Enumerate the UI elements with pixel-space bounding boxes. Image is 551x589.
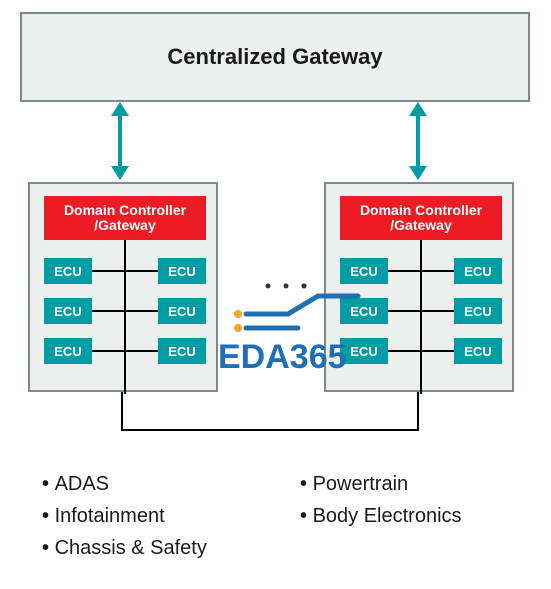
ecu-block: ECU <box>44 298 92 324</box>
ecu-block: ECU <box>454 258 502 284</box>
ecu-block: ECU <box>44 258 92 284</box>
centralized-gateway-box: Centralized Gateway <box>20 12 530 102</box>
domain-header-line2: /Gateway <box>390 218 451 233</box>
domain-controller-box-right: Domain Controller/Gateway ECU ECU ECU ECU ECU… <box>324 182 514 392</box>
ecu-block: ECU <box>340 298 388 324</box>
feature-item: Infotainment <box>42 500 207 532</box>
domain-header-line1: Domain Controller <box>64 203 186 218</box>
ecu-block: ECU <box>340 258 388 284</box>
ecu-block: ECU <box>44 338 92 364</box>
feature-item: Chassis & Safety <box>42 532 207 564</box>
ecu-block: ECU <box>454 298 502 324</box>
feature-item: ADAS <box>42 468 207 500</box>
ecu-block: ECU <box>158 298 206 324</box>
feature-list-right: PowertrainBody Electronics <box>300 468 462 532</box>
domain-controller-box-left: Domain Controller/Gateway ECU ECU ECU ECU ECU… <box>28 182 218 392</box>
domain-header-line1: Domain Controller <box>360 203 482 218</box>
ecu-block: ECU <box>454 338 502 364</box>
feature-item: Powertrain <box>300 468 462 500</box>
domain-header-line2: /Gateway <box>94 218 155 233</box>
ecu-block: ECU <box>158 258 206 284</box>
domain-controller-header: Domain Controller/Gateway <box>340 196 502 240</box>
centralized-gateway-title: Centralized Gateway <box>167 44 382 70</box>
feature-list-left: ADASInfotainmentChassis & Safety <box>42 468 207 564</box>
ecu-block: ECU <box>158 338 206 364</box>
ecu-block: ECU <box>340 338 388 364</box>
domain-controller-header: Domain Controller/Gateway <box>44 196 206 240</box>
feature-item: Body Electronics <box>300 500 462 532</box>
